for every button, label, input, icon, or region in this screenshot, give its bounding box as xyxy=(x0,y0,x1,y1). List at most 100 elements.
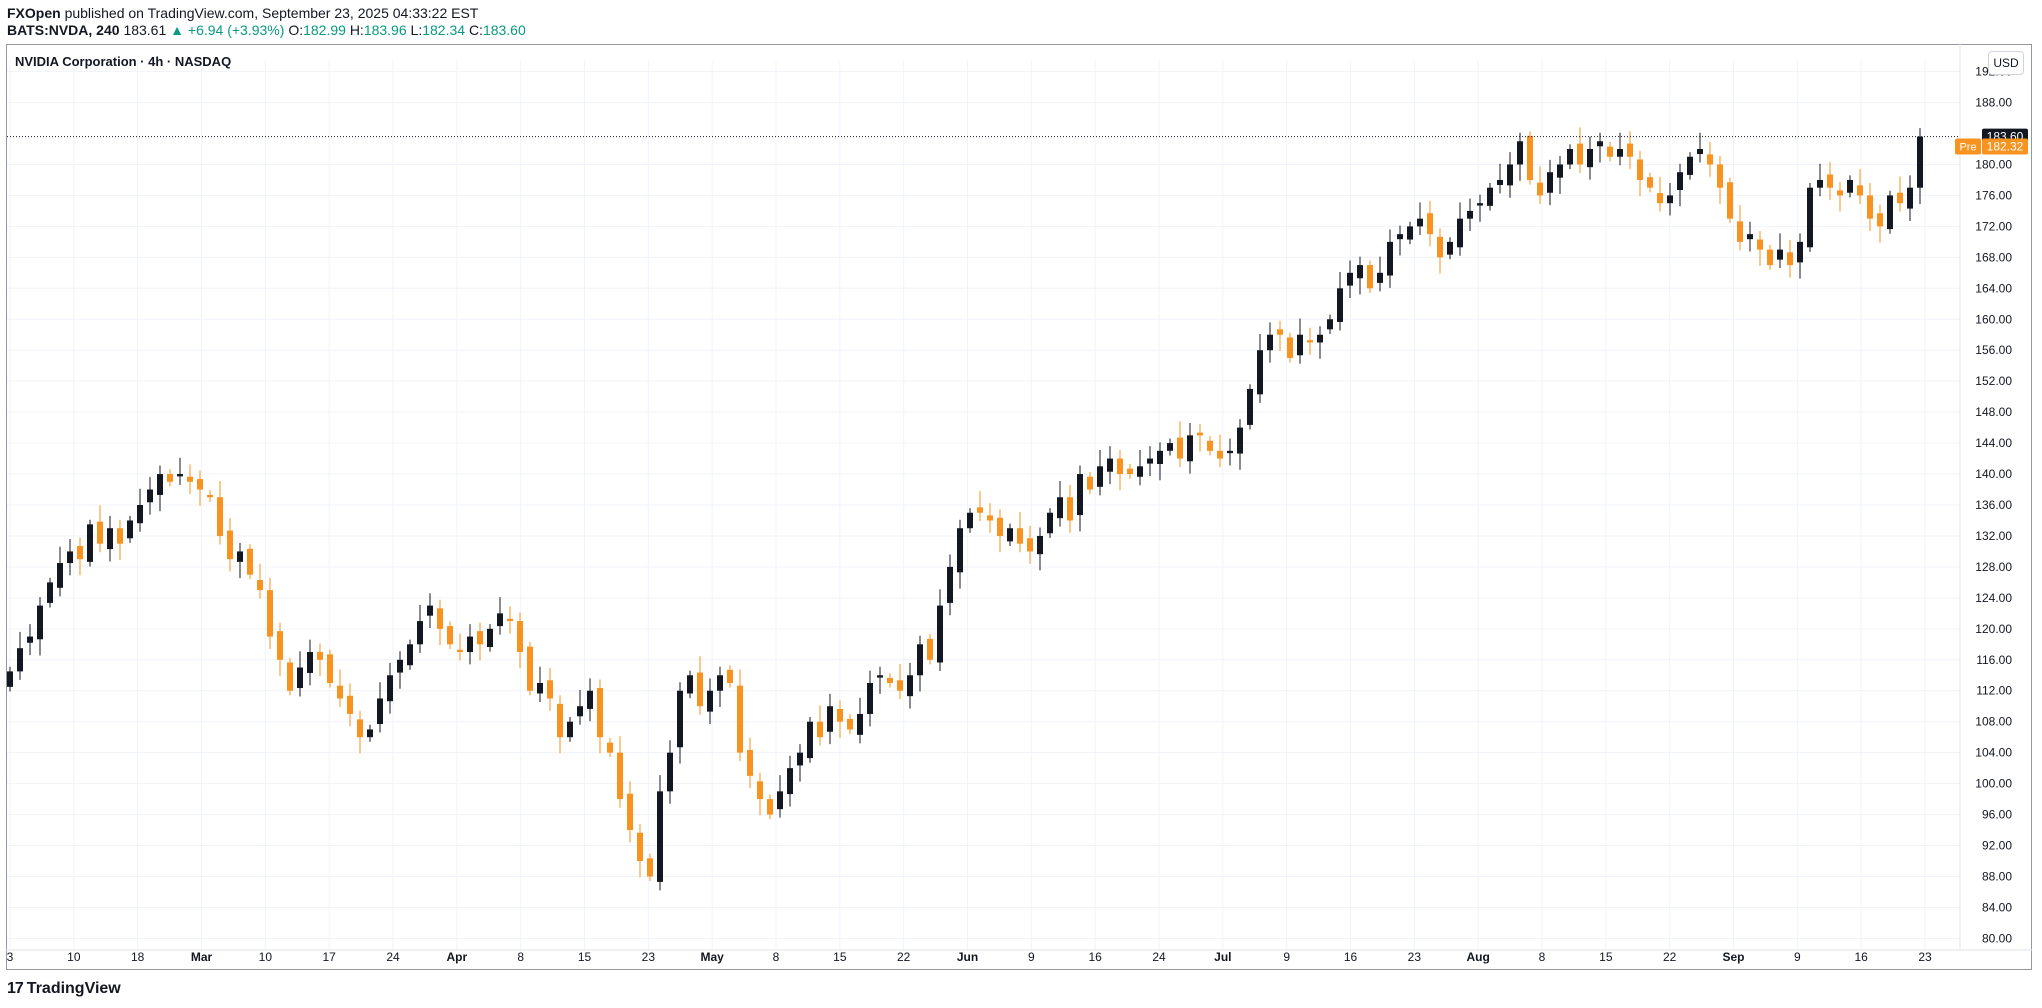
price-tick-label: 80.00 xyxy=(1982,931,2012,945)
candle-body xyxy=(627,793,633,831)
candle-body xyxy=(1387,241,1393,276)
candle-body xyxy=(607,742,613,753)
candle-body xyxy=(417,621,423,645)
last-price: 183.61 xyxy=(123,22,167,38)
time-tick-label: 23 xyxy=(642,950,656,964)
candle-body xyxy=(1537,182,1543,196)
candle-body xyxy=(797,752,803,766)
candle-body xyxy=(1717,164,1723,188)
candle-body xyxy=(287,662,293,691)
time-tick-label: Mar xyxy=(191,950,213,964)
grid-lines xyxy=(7,60,1960,950)
candle-body xyxy=(957,528,963,573)
price-tick-label: 164.00 xyxy=(1975,281,2012,295)
time-tick-label: 10 xyxy=(259,950,273,964)
time-tick-label: Aug xyxy=(1467,950,1490,964)
candle-body xyxy=(737,685,743,753)
brand-name: TradingView xyxy=(26,980,121,997)
candle-body xyxy=(767,799,773,815)
price-tick-label: 136.00 xyxy=(1975,498,2012,512)
time-tick-label: 16 xyxy=(1088,950,1102,964)
candle-body xyxy=(167,474,173,482)
candle-body xyxy=(857,713,863,735)
price-tick-label: 124.00 xyxy=(1975,591,2012,605)
candle-body xyxy=(557,703,563,738)
candle-body xyxy=(97,521,103,544)
candle-body xyxy=(17,648,23,672)
candle-body xyxy=(1877,213,1883,227)
candle-body xyxy=(1067,497,1073,521)
price-tick-label: 144.00 xyxy=(1975,436,2012,450)
candle-body xyxy=(1557,164,1563,178)
currency-button[interactable]: USD xyxy=(1988,51,2024,75)
candle-body xyxy=(1547,172,1553,193)
candle-body xyxy=(927,638,933,660)
low-value: 182.34 xyxy=(422,22,466,38)
candle-body xyxy=(1807,187,1813,248)
candle-body xyxy=(1327,319,1333,330)
candle-body xyxy=(907,675,913,697)
candle-body xyxy=(1007,528,1013,542)
time-tick-label: 23 xyxy=(1918,950,1932,964)
candle-body xyxy=(637,832,643,861)
pre-price-tag-label: 182.32 xyxy=(1987,140,2024,154)
price-axis: 80.00 84.00 88.00 92.00 96.00 100.00 104.00 108… xyxy=(1959,44,2012,950)
candle-body xyxy=(1477,203,1483,206)
time-tick-label: 3 xyxy=(7,950,14,964)
tradingview-logo-icon: 17 xyxy=(7,980,24,997)
price-tick-label: 116.00 xyxy=(1976,653,2012,667)
candle-body xyxy=(1407,226,1413,240)
candle-body xyxy=(1607,146,1613,157)
candle-body xyxy=(677,690,683,748)
candle-body xyxy=(1227,450,1233,454)
candle-body xyxy=(1707,154,1713,165)
time-tick-label: 8 xyxy=(1539,950,1546,964)
candle-body xyxy=(727,669,733,683)
candle-body xyxy=(117,528,123,544)
candle-body xyxy=(157,474,163,495)
candle-body xyxy=(987,515,993,521)
chart-frame[interactable] xyxy=(6,44,2032,970)
candle-body xyxy=(1437,236,1443,258)
candle-body xyxy=(437,608,443,629)
candle-body xyxy=(217,497,223,536)
candle-body xyxy=(997,517,1003,536)
candle-body xyxy=(1737,221,1743,242)
candle-body xyxy=(577,706,583,717)
candle-body xyxy=(1587,149,1593,168)
candlestick-chart[interactable]: 80.0084.0088.0092.0096.00100.00104.00108… xyxy=(0,0,2042,975)
time-tick-label: 22 xyxy=(897,950,911,964)
candle-body xyxy=(1197,432,1203,436)
time-tick-label: 9 xyxy=(1028,950,1035,964)
footer-brand: 17 TradingView xyxy=(7,980,121,998)
candle-body xyxy=(1277,329,1283,335)
candle-body xyxy=(1677,172,1683,191)
candle-body xyxy=(57,563,63,588)
candle-body xyxy=(1267,334,1273,351)
candle-body xyxy=(257,580,263,591)
candle-body xyxy=(227,530,233,560)
time-tick-label: 18 xyxy=(131,950,145,964)
candle-body xyxy=(1727,182,1733,219)
candle-body xyxy=(137,505,143,524)
candle-body xyxy=(777,791,783,810)
low-label: L: xyxy=(410,22,423,38)
price-tick-label: 188.00 xyxy=(1975,96,2012,110)
candle-body xyxy=(1167,443,1173,451)
candle-body xyxy=(1627,143,1633,157)
price-tick-label: 176.00 xyxy=(1975,188,2012,202)
candle-body xyxy=(1867,195,1873,219)
candle-body xyxy=(267,590,273,637)
price-tick-label: 160.00 xyxy=(1975,312,2012,326)
price-tick-label: 100.00 xyxy=(1975,777,2012,791)
candle-body xyxy=(307,652,313,673)
candle-body xyxy=(1427,213,1433,235)
candle-body xyxy=(597,688,603,738)
price-tick-label: 132.00 xyxy=(1975,529,2012,543)
candle-body xyxy=(497,613,503,627)
candle-body xyxy=(1887,195,1893,230)
candle-body xyxy=(347,695,353,714)
candle-body xyxy=(207,494,213,498)
candle-body xyxy=(1447,241,1453,255)
price-tick-label: 112.00 xyxy=(1976,684,2012,698)
